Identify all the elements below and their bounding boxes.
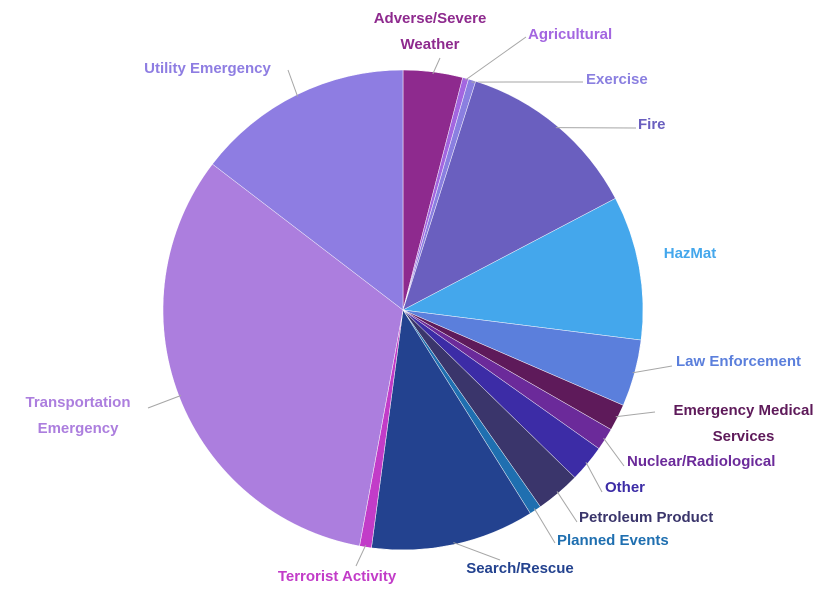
leader-line xyxy=(633,366,672,373)
slice-label: Fire xyxy=(638,112,688,138)
slice-label: HazMat xyxy=(650,241,730,267)
slice-label: Adverse/Severe Weather xyxy=(360,6,500,58)
leader-line xyxy=(534,509,555,543)
slice-label: Planned Events xyxy=(557,528,707,554)
leader-line xyxy=(616,412,655,417)
leader-line xyxy=(586,462,602,492)
slice-label: Search/Rescue xyxy=(450,556,590,582)
slice-label: Law Enforcement xyxy=(676,349,833,375)
slice-label: Transportation Emergency xyxy=(8,390,148,442)
slice-label: Other xyxy=(605,475,665,501)
slice-label: Nuclear/Radiological xyxy=(627,449,817,475)
leader-line xyxy=(557,491,577,522)
slice-label: Agricultural xyxy=(528,22,638,48)
slice-label: Utility Emergency xyxy=(125,56,290,82)
leader-line xyxy=(604,438,624,466)
leader-line xyxy=(433,58,440,74)
leader-line xyxy=(148,396,181,408)
slice-label: Terrorist Activity xyxy=(257,564,417,590)
slice-label: Exercise xyxy=(586,67,666,93)
slice-label: Emergency Medical Services xyxy=(656,398,831,450)
leader-line xyxy=(356,545,366,566)
